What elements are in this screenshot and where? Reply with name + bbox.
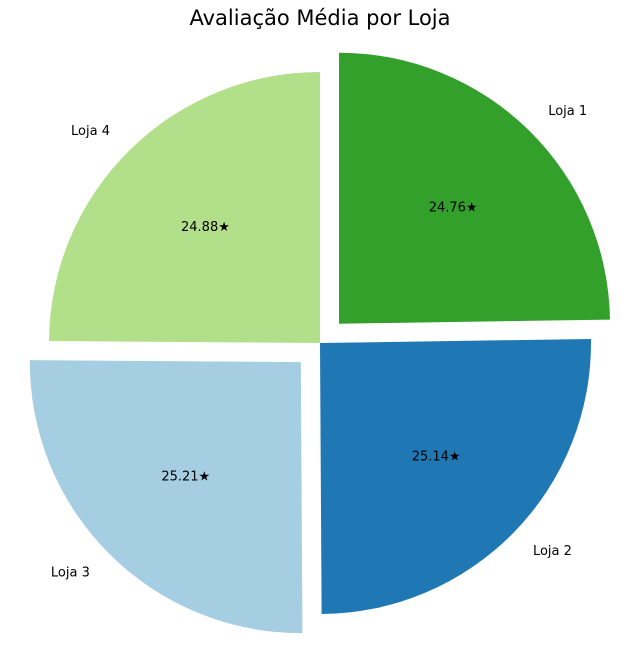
slice-label: Loja 3 xyxy=(51,565,90,580)
value-label: 24.76★ xyxy=(429,200,478,215)
pie-slice-loja-2 xyxy=(320,338,592,614)
slices-layer xyxy=(29,52,610,634)
labels-layer: Loja 1 24.76★ Loja 2 25.14★ Loja 3 25.21★ Loja… xyxy=(51,104,587,580)
value-label: 24.88★ xyxy=(181,220,230,235)
pie-slice-loja-1 xyxy=(339,52,610,324)
slice-label: Loja 1 xyxy=(548,104,587,119)
value-label: 25.14★ xyxy=(412,449,461,464)
pie-slice-loja-4 xyxy=(49,72,320,343)
slice-label: Loja 2 xyxy=(533,544,572,559)
value-label: 25.21★ xyxy=(161,470,210,485)
slice-label: Loja 4 xyxy=(71,124,110,139)
chart-title: Avaliação Média por Loja xyxy=(189,6,451,30)
pie-slice-loja-3 xyxy=(29,360,303,634)
